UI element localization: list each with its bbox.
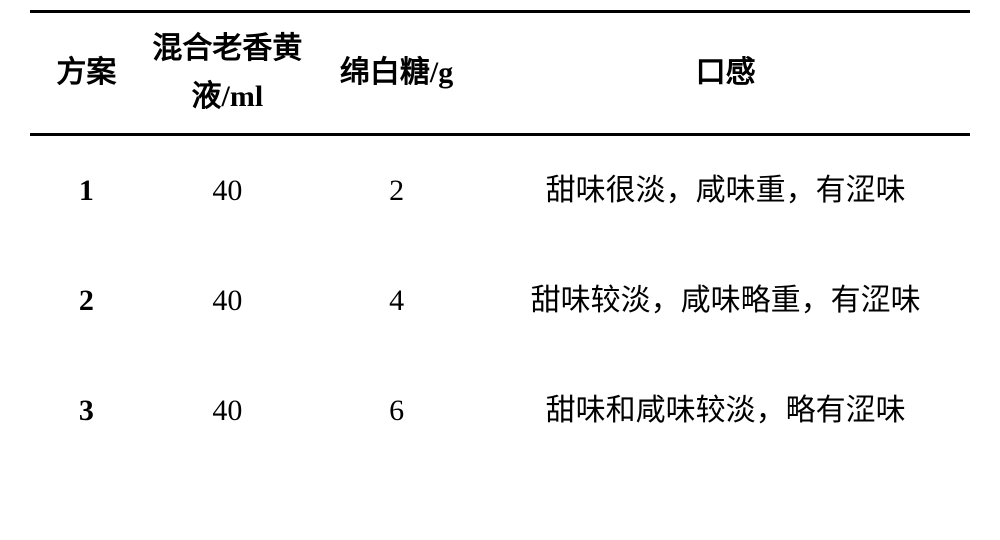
cell-taste: 甜味和咸味较淡，略有涩味 [481,356,970,448]
col-header-sugar: 绵白糖/g [312,12,481,135]
cell-taste: 甜味很淡，咸味重，有涩味 [481,135,970,247]
col-header-taste: 口感 [481,12,970,135]
cell-sugar: 6 [312,356,481,448]
cell-plan: 2 [30,246,143,356]
col-header-plan: 方案 [30,12,143,135]
cell-sugar: 4 [312,246,481,356]
table-row: 1 40 2 甜味很淡，咸味重，有涩味 [30,135,970,247]
cell-sugar: 2 [312,135,481,247]
cell-plan: 1 [30,135,143,247]
taste-comparison-table: 方案 混合老香黄液/ml 绵白糖/g 口感 1 40 2 甜味很淡，咸味重，有涩… [30,10,970,448]
col-header-mix: 混合老香黄液/ml [143,12,312,135]
table-row: 3 40 6 甜味和咸味较淡，略有涩味 [30,356,970,448]
cell-mix: 40 [143,356,312,448]
table-row: 2 40 4 甜味较淡，咸味略重，有涩味 [30,246,970,356]
table-body: 1 40 2 甜味很淡，咸味重，有涩味 2 40 4 甜味较淡，咸味略重，有涩味… [30,135,970,449]
cell-plan: 3 [30,356,143,448]
cell-mix: 40 [143,135,312,247]
cell-mix: 40 [143,246,312,356]
cell-taste: 甜味较淡，咸味略重，有涩味 [481,246,970,356]
table-header: 方案 混合老香黄液/ml 绵白糖/g 口感 [30,12,970,135]
